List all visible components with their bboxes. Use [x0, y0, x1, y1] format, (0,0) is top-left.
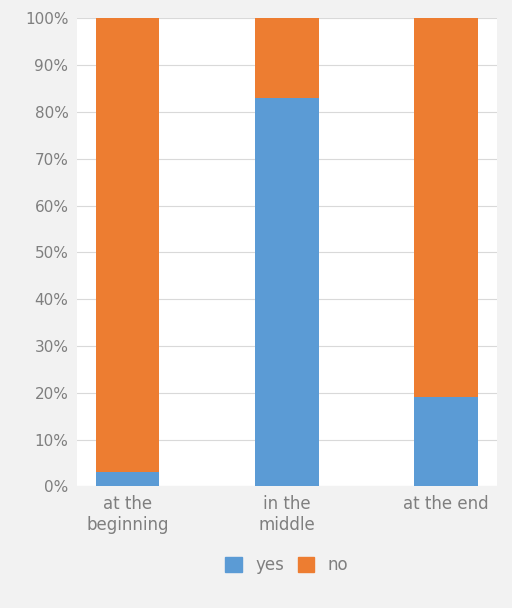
Bar: [414, 18, 478, 398]
Legend: yes, no: yes, no: [219, 550, 355, 581]
Bar: [96, 18, 160, 472]
Bar: [255, 18, 318, 98]
Bar: [414, 398, 478, 486]
Bar: [96, 472, 160, 486]
Bar: [255, 98, 318, 486]
